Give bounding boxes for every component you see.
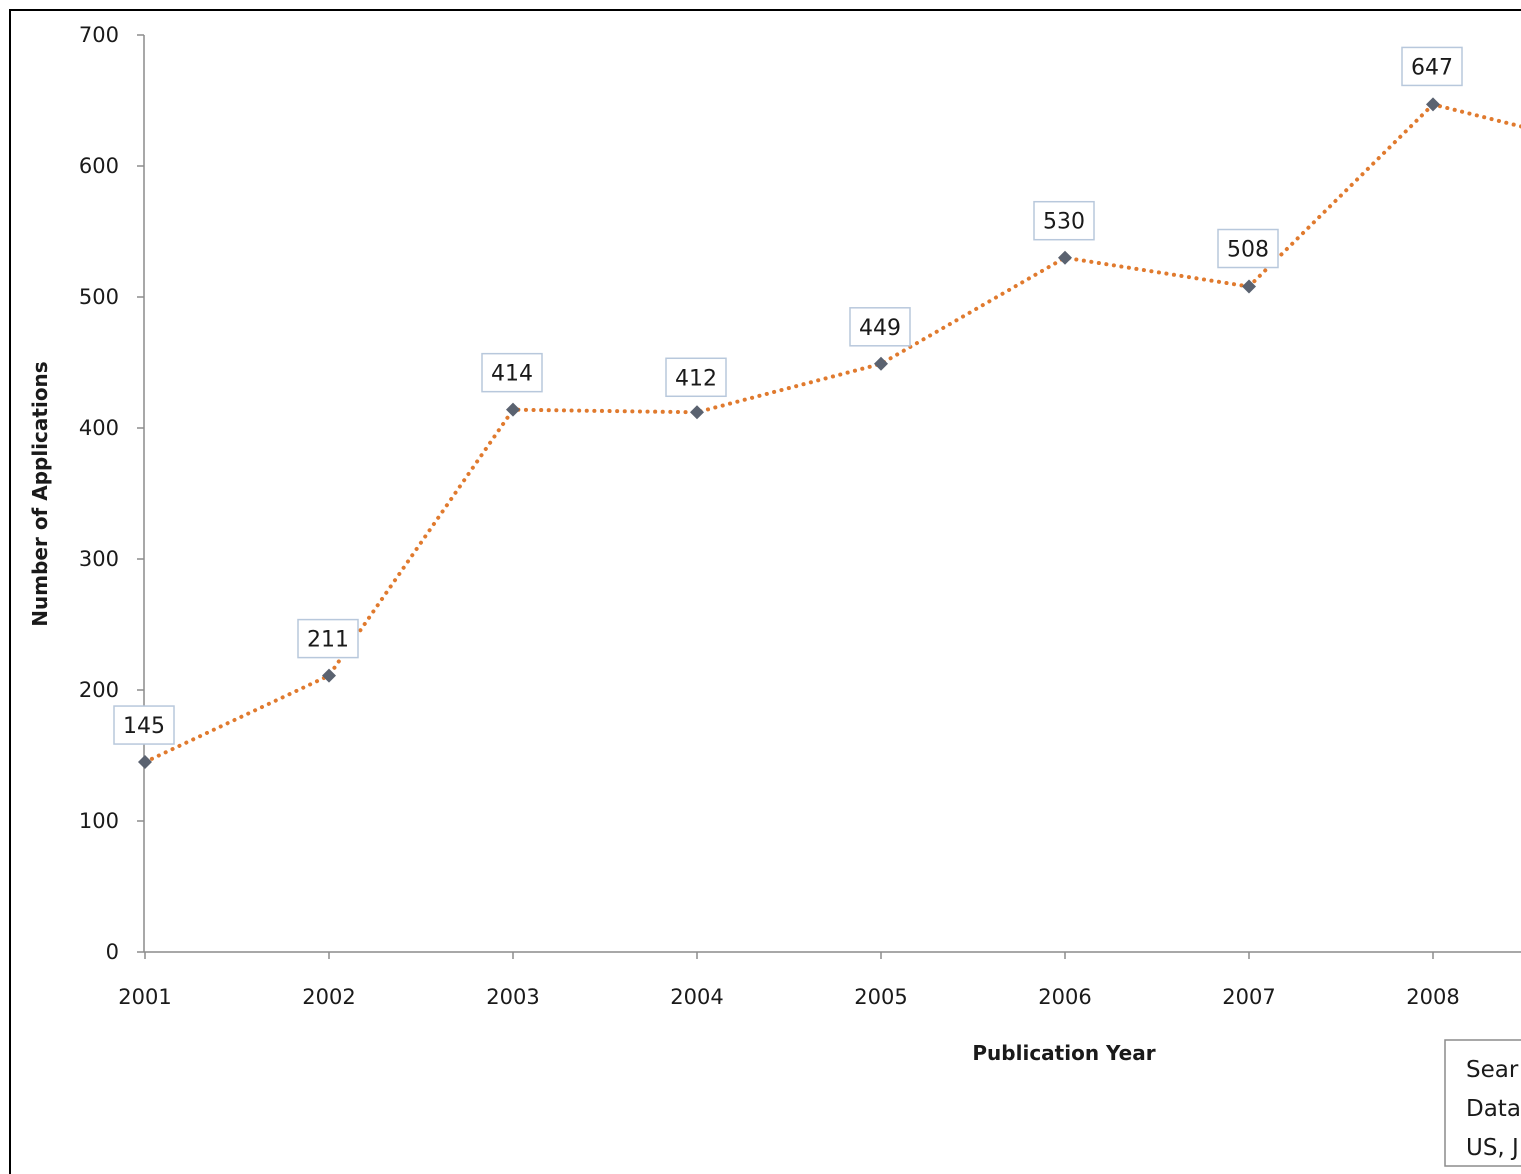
y-axis-title: Number of Applications: [28, 361, 52, 626]
data-label: 412: [665, 357, 727, 398]
data-label-box: [481, 352, 543, 393]
search-info-box-frame: [1444, 1039, 1521, 1167]
data-label-text: 145: [123, 714, 165, 739]
y-tick-label: 600: [79, 154, 119, 178]
x-axis: 2001 2002 2003 2004 2005 2006 2007 2008: [118, 951, 1521, 1009]
data-label-box: [849, 307, 911, 347]
data-label: 449: [849, 307, 911, 347]
data-label: 508: [1217, 228, 1279, 269]
data-label: 145: [113, 705, 175, 745]
x-tick-label: 2006: [1038, 985, 1091, 1009]
x-tick-label: 2005: [854, 985, 907, 1009]
data-label-box: [1033, 200, 1095, 241]
data-point-marker: [322, 668, 336, 683]
y-axis: 0 100 200 300 400 500 600 700: [79, 23, 145, 964]
data-label-box: [113, 705, 175, 745]
search-info-line-2: Data: [1466, 1096, 1521, 1122]
x-tick-label: 2001: [118, 985, 171, 1009]
data-labels: 145 211 414 412 449 530 508 647: [113, 46, 1463, 745]
data-label-text: 647: [1411, 55, 1453, 80]
data-label: 530: [1033, 200, 1095, 241]
data-point-marker: [506, 402, 520, 417]
x-tick-label: 2008: [1406, 985, 1459, 1009]
x-tick-label: 2007: [1222, 985, 1275, 1009]
data-point-marker: [874, 356, 888, 371]
y-tick-label: 0: [106, 940, 119, 964]
search-info-line-3: US, J: [1466, 1135, 1519, 1161]
data-label-box: [297, 618, 359, 659]
data-label-text: 449: [859, 316, 901, 341]
data-label-box: [1217, 228, 1279, 269]
x-tick-label: 2004: [670, 985, 723, 1009]
data-label: 647: [1401, 46, 1463, 87]
y-tick-label: 100: [79, 809, 119, 833]
x-tick-label: 2002: [302, 985, 355, 1009]
y-tick-label: 700: [79, 23, 119, 47]
y-tick-label: 500: [79, 285, 119, 309]
search-info-line-1: Sear: [1466, 1057, 1519, 1083]
data-point-marker: [138, 755, 152, 770]
search-info-box: Sear Data US, J: [1444, 1039, 1521, 1167]
data-point-marker: [690, 405, 704, 420]
data-point-marker: [1242, 279, 1256, 294]
data-label-text: 530: [1043, 210, 1085, 235]
data-label: 414: [481, 352, 543, 393]
data-point-marker: [1426, 97, 1440, 112]
data-label: 211: [297, 618, 359, 659]
data-point-marker: [1058, 250, 1072, 265]
data-label-text: 412: [675, 366, 717, 391]
series-applications: [138, 97, 1521, 770]
data-label-text: 211: [307, 628, 349, 653]
x-axis-title: Publication Year: [972, 1041, 1155, 1065]
chart-frame: [9, 9, 1521, 1174]
series-line: [143, 102, 1521, 765]
data-label-text: 414: [491, 362, 533, 387]
x-tick-label: 2003: [486, 985, 539, 1009]
data-label-box: [1401, 46, 1463, 87]
data-label-box: [665, 357, 727, 398]
y-tick-label: 300: [79, 547, 119, 571]
data-label-text: 508: [1227, 238, 1269, 263]
y-tick-label: 400: [79, 416, 119, 440]
y-tick-label: 200: [79, 678, 119, 702]
